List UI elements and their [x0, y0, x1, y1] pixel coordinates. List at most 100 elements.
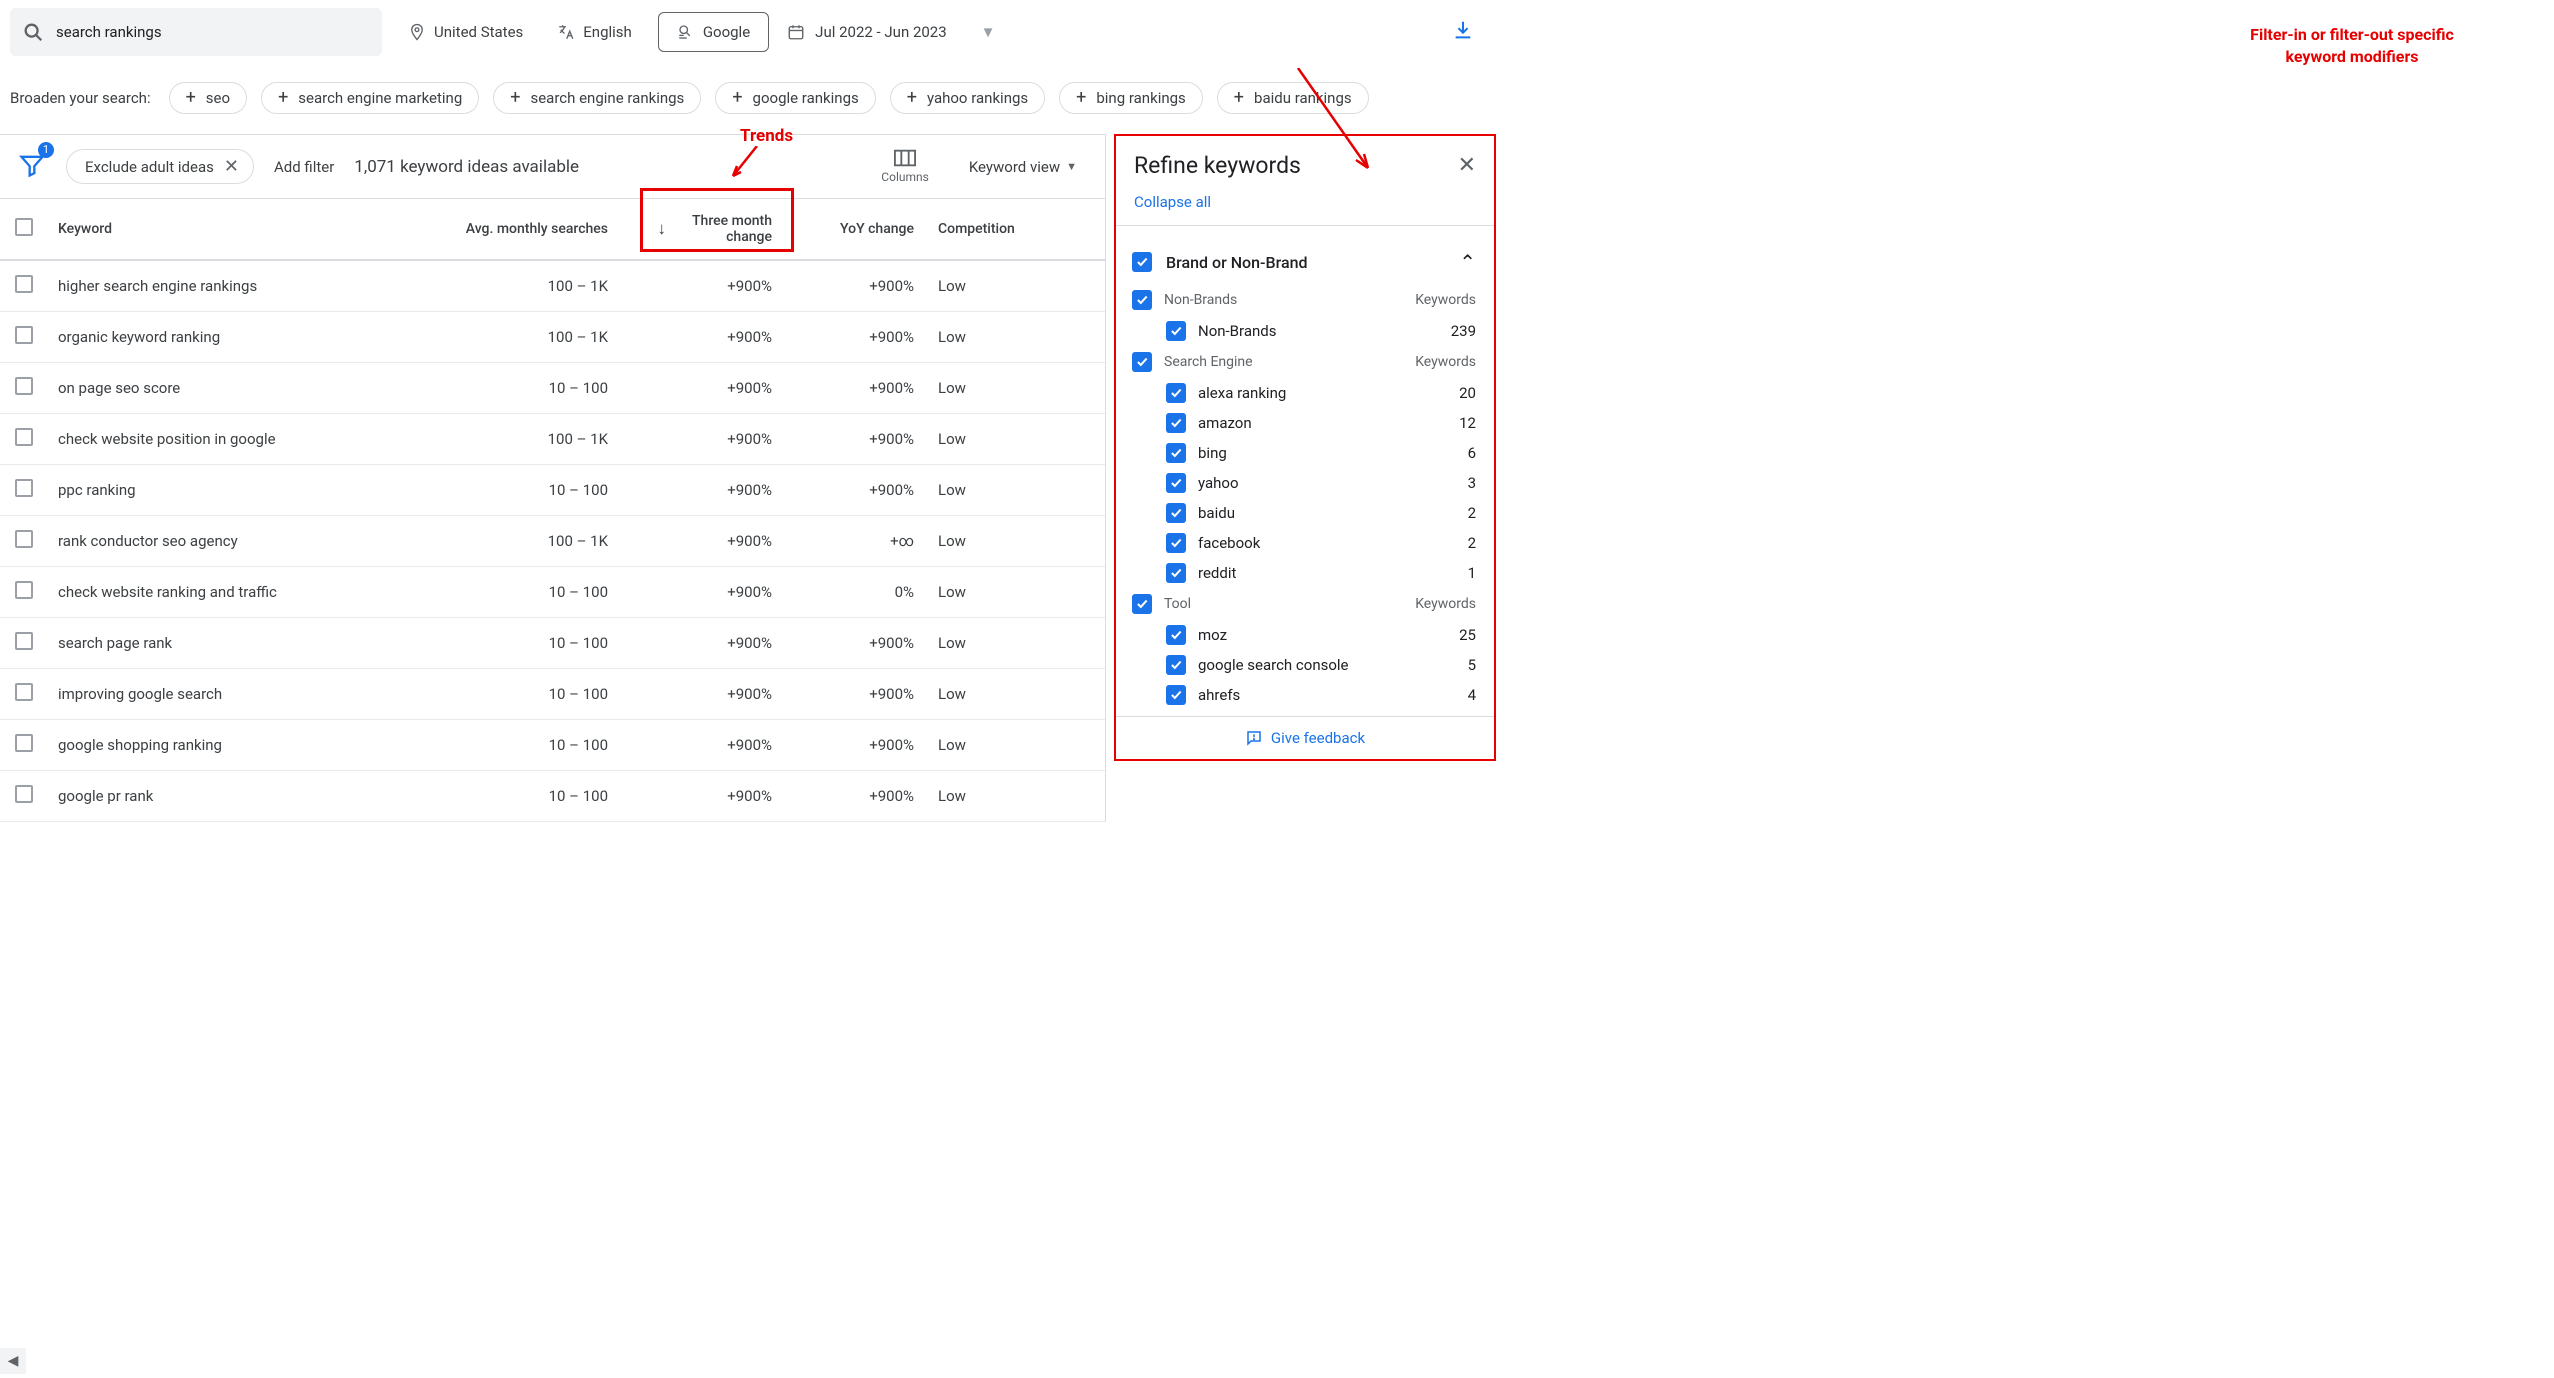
cell-competition: Low [928, 720, 1105, 771]
col-competition[interactable]: Competition [928, 199, 1105, 260]
table-row[interactable]: improving google search10 – 100+900%+900… [0, 669, 1105, 720]
select-all-checkbox[interactable] [0, 199, 48, 260]
cell-keyword: on page seo score [48, 363, 418, 414]
feedback-icon [1245, 729, 1263, 747]
close-refine-button[interactable]: ✕ [1458, 153, 1476, 178]
cell-searches: 10 – 100 [418, 720, 628, 771]
date-range-selector[interactable]: Jul 2022 - Jun 2023 ▼ [787, 23, 995, 41]
language-selector[interactable]: English [549, 17, 640, 47]
refine-item[interactable]: moz25 [1132, 620, 1476, 650]
checkbox[interactable] [1166, 383, 1186, 403]
exclude-adult-pill[interactable]: Exclude adult ideas ✕ [66, 149, 254, 184]
cell-searches: 100 – 1K [418, 414, 628, 465]
refine-item[interactable]: bing6 [1132, 438, 1476, 468]
back-nav-button[interactable]: ◀ [0, 1348, 26, 1374]
broaden-chip[interactable]: +google rankings [715, 82, 875, 114]
refine-group-header[interactable]: Search EngineKeywords [1132, 346, 1476, 378]
checkbox[interactable] [1166, 685, 1186, 705]
table-row[interactable]: google pr rank10 – 100+900%+900%Low [0, 771, 1105, 822]
row-checkbox[interactable] [15, 734, 33, 752]
search-icon [22, 21, 44, 43]
refine-item[interactable]: amazon12 [1132, 408, 1476, 438]
refine-panel: Refine keywords ✕ Collapse all Brand or … [1114, 134, 1496, 761]
checkbox[interactable] [1132, 352, 1152, 372]
row-checkbox[interactable] [15, 326, 33, 344]
row-checkbox[interactable] [15, 377, 33, 395]
table-row[interactable]: google shopping ranking10 – 100+900%+900… [0, 720, 1105, 771]
search-network-selector[interactable]: Google [658, 12, 769, 52]
table-row[interactable]: search page rank10 – 100+900%+900%Low [0, 618, 1105, 669]
checkbox[interactable] [1166, 443, 1186, 463]
checkbox[interactable] [1166, 625, 1186, 645]
col-yoy[interactable]: YoY change [786, 199, 928, 260]
row-checkbox[interactable] [15, 479, 33, 497]
refine-item[interactable]: yahoo3 [1132, 468, 1476, 498]
left-pane: Trends 1 Exclude adult ideas ✕ Add filte… [0, 134, 1106, 822]
filter-funnel-button[interactable]: 1 [18, 151, 46, 183]
refine-title: Refine keywords [1134, 152, 1301, 179]
broaden-chip[interactable]: +yahoo rankings [890, 82, 1045, 114]
row-checkbox[interactable] [15, 530, 33, 548]
search-input-value: search rankings [56, 23, 162, 41]
refine-item[interactable]: ahrefs4 [1132, 680, 1476, 710]
checkbox[interactable] [1166, 655, 1186, 675]
col-keyword[interactable]: Keyword [48, 199, 418, 260]
row-checkbox[interactable] [15, 428, 33, 446]
col-searches[interactable]: Avg. monthly searches [418, 199, 628, 260]
table-row[interactable]: check website position in google100 – 1K… [0, 414, 1105, 465]
table-row[interactable]: organic keyword ranking100 – 1K+900%+900… [0, 312, 1105, 363]
checkbox[interactable] [1166, 473, 1186, 493]
checkbox[interactable] [1132, 594, 1152, 614]
main-layout: Trends 1 Exclude adult ideas ✕ Add filte… [0, 134, 1500, 822]
row-checkbox[interactable] [15, 275, 33, 293]
refine-item[interactable]: baidu2 [1132, 498, 1476, 528]
download-button[interactable] [1452, 19, 1474, 45]
broaden-chip[interactable]: +seo [169, 82, 247, 114]
checkbox[interactable] [1166, 413, 1186, 433]
columns-icon [894, 149, 916, 167]
refine-group-header[interactable]: ToolKeywords [1132, 588, 1476, 620]
row-checkbox[interactable] [15, 785, 33, 803]
broaden-chip[interactable]: +search engine marketing [261, 82, 479, 114]
add-filter-button[interactable]: Add filter [274, 158, 334, 176]
checkbox[interactable] [1166, 533, 1186, 553]
refine-item[interactable]: google search console5 [1132, 650, 1476, 680]
checkbox[interactable] [1132, 252, 1152, 272]
refine-category-header[interactable]: Brand or Non-Brand ⌃ [1132, 250, 1476, 274]
cell-yoy: +900% [786, 260, 928, 312]
columns-button[interactable]: Columns [881, 149, 929, 184]
row-checkbox[interactable] [15, 683, 33, 701]
row-checkbox[interactable] [15, 632, 33, 650]
cell-keyword: search page rank [48, 618, 418, 669]
checkbox[interactable] [1132, 290, 1152, 310]
cell-keyword: higher search engine rankings [48, 260, 418, 312]
broaden-chip[interactable]: +search engine rankings [493, 82, 701, 114]
checkbox[interactable] [1166, 563, 1186, 583]
refine-item[interactable]: reddit1 [1132, 558, 1476, 588]
table-row[interactable]: check website ranking and traffic10 – 10… [0, 567, 1105, 618]
download-icon [1452, 19, 1474, 41]
broaden-chip[interactable]: +bing rankings [1059, 82, 1203, 114]
col-three-month[interactable]: ↓ Three month change [628, 199, 786, 260]
cell-competition: Low [928, 516, 1105, 567]
search-input[interactable]: search rankings [10, 8, 382, 56]
cell-three-month: +900% [628, 516, 786, 567]
keyword-view-selector[interactable]: Keyword view ▼ [969, 158, 1077, 176]
cell-competition: Low [928, 312, 1105, 363]
table-row[interactable]: rank conductor seo agency100 – 1K+900%+∞… [0, 516, 1105, 567]
location-selector[interactable]: United States [400, 17, 531, 47]
checkbox[interactable] [1166, 503, 1186, 523]
collapse-all-link[interactable]: Collapse all [1134, 193, 1211, 211]
table-row[interactable]: higher search engine rankings100 – 1K+90… [0, 260, 1105, 312]
give-feedback-button[interactable]: Give feedback [1116, 716, 1494, 759]
table-row[interactable]: on page seo score10 – 100+900%+900%Low [0, 363, 1105, 414]
refine-item[interactable]: facebook2 [1132, 528, 1476, 558]
annotation-trends-text: Trends [740, 126, 793, 146]
row-checkbox[interactable] [15, 581, 33, 599]
close-icon[interactable]: ✕ [224, 156, 239, 177]
checkbox[interactable] [1166, 321, 1186, 341]
table-row[interactable]: ppc ranking10 – 100+900%+900%Low [0, 465, 1105, 516]
refine-item[interactable]: alexa ranking20 [1132, 378, 1476, 408]
refine-item[interactable]: Non-Brands239 [1132, 316, 1476, 346]
refine-group-header[interactable]: Non-BrandsKeywords [1132, 284, 1476, 316]
